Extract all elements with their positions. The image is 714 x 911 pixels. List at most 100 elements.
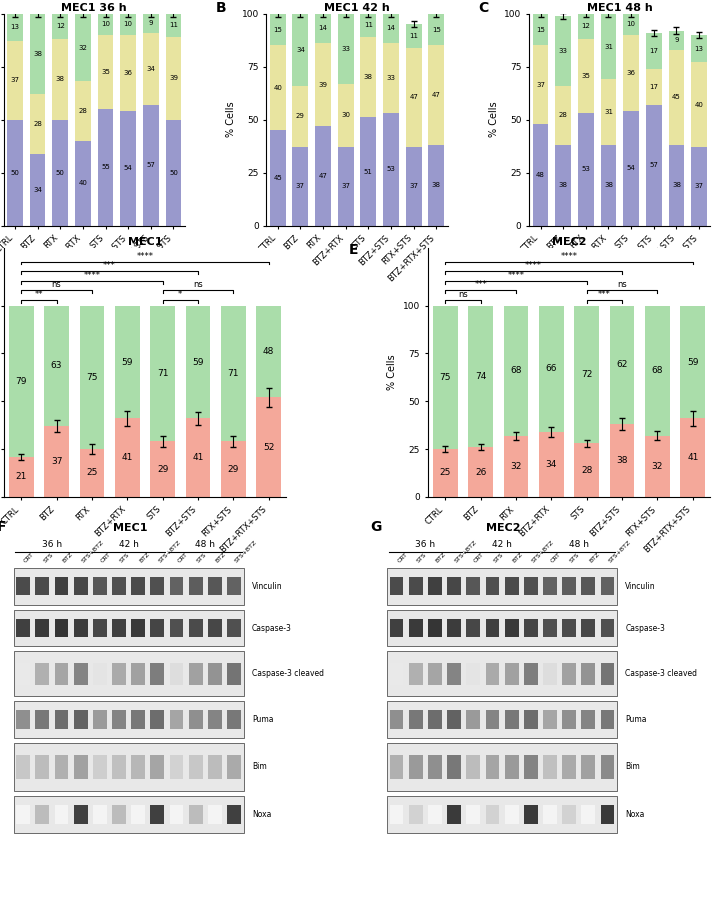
Bar — [433, 305, 458, 449]
Bar — [533, 124, 548, 226]
Bar — [574, 305, 599, 444]
Bar — [338, 84, 353, 148]
Text: 38: 38 — [558, 182, 568, 189]
Text: 32: 32 — [79, 45, 87, 51]
Bar — [14, 796, 243, 833]
Bar — [54, 711, 69, 729]
Bar — [468, 305, 493, 447]
Bar — [170, 577, 183, 596]
Text: *: * — [178, 290, 182, 299]
Bar — [562, 805, 576, 824]
Bar — [600, 14, 616, 79]
Bar — [466, 619, 481, 637]
Bar — [581, 619, 595, 637]
Bar — [645, 305, 670, 435]
Bar — [387, 701, 617, 738]
Text: 50: 50 — [11, 169, 19, 176]
Bar — [390, 662, 403, 685]
Bar — [433, 449, 458, 496]
Text: 15: 15 — [536, 26, 545, 33]
Bar — [166, 14, 181, 37]
Text: 40: 40 — [79, 180, 87, 186]
Text: MEC2: MEC2 — [486, 524, 521, 533]
Text: 45: 45 — [273, 175, 282, 181]
Bar — [428, 14, 444, 46]
Bar — [36, 662, 49, 685]
Text: 79: 79 — [16, 376, 27, 385]
Text: 13: 13 — [11, 25, 19, 30]
Bar — [75, 81, 91, 141]
Text: CRT: CRT — [473, 552, 486, 564]
Bar — [428, 805, 442, 824]
Text: STS: STS — [569, 552, 581, 564]
Bar — [505, 577, 518, 596]
Bar — [131, 577, 145, 596]
Bar — [16, 662, 30, 685]
Bar — [668, 31, 685, 50]
Text: 30: 30 — [341, 112, 350, 118]
Text: 57: 57 — [649, 162, 658, 169]
Bar — [562, 755, 576, 779]
Text: 10: 10 — [101, 21, 110, 27]
Bar — [112, 662, 126, 685]
Bar — [338, 148, 353, 226]
Y-axis label: % Cells: % Cells — [387, 354, 397, 390]
Text: Caspase-3 cleaved: Caspase-3 cleaved — [625, 670, 698, 678]
Bar — [390, 619, 403, 637]
Bar — [270, 14, 286, 46]
Bar — [54, 619, 69, 637]
Text: 54: 54 — [627, 166, 635, 171]
Bar — [227, 577, 241, 596]
Bar — [131, 662, 145, 685]
Text: STS+BTZ: STS+BTZ — [531, 540, 555, 564]
Bar — [151, 577, 164, 596]
Bar — [270, 130, 286, 226]
Bar — [14, 651, 243, 696]
Bar — [543, 805, 557, 824]
Bar — [428, 145, 444, 226]
Text: 36: 36 — [627, 70, 635, 76]
Text: 75: 75 — [86, 373, 98, 382]
Bar — [93, 662, 107, 685]
Bar — [44, 305, 69, 426]
Bar — [14, 609, 243, 647]
Bar — [668, 50, 685, 145]
Text: 28: 28 — [33, 121, 42, 127]
Text: CRT: CRT — [176, 552, 188, 564]
Bar — [387, 651, 617, 696]
Bar — [188, 805, 203, 824]
Text: Bim: Bim — [625, 763, 640, 772]
Bar — [486, 662, 499, 685]
Title: MEC1 42 h: MEC1 42 h — [324, 3, 390, 13]
Bar — [486, 619, 499, 637]
Text: 48 h: 48 h — [569, 539, 589, 548]
Text: Noxa: Noxa — [625, 810, 645, 819]
Bar — [227, 711, 241, 729]
Bar — [93, 577, 107, 596]
Bar — [428, 46, 444, 145]
Bar — [409, 619, 423, 637]
Bar — [524, 619, 538, 637]
Bar — [36, 577, 49, 596]
Bar — [409, 662, 423, 685]
Text: 66: 66 — [545, 364, 557, 374]
Bar — [293, 14, 308, 86]
Bar — [600, 145, 616, 226]
Bar — [361, 37, 376, 118]
Y-axis label: % Cells: % Cells — [226, 102, 236, 138]
Bar — [578, 14, 594, 39]
Text: BTZ: BTZ — [512, 552, 524, 564]
Bar — [428, 577, 442, 596]
Bar — [486, 805, 499, 824]
Text: 15: 15 — [432, 26, 441, 33]
Bar — [54, 662, 69, 685]
Bar — [428, 662, 442, 685]
Bar — [486, 755, 499, 779]
Bar — [562, 711, 576, 729]
Text: ****: **** — [508, 271, 525, 280]
Bar — [387, 796, 617, 833]
Bar — [79, 305, 104, 449]
Text: Puma: Puma — [625, 715, 647, 724]
Bar — [74, 662, 88, 685]
Text: BTZ: BTZ — [139, 552, 151, 564]
